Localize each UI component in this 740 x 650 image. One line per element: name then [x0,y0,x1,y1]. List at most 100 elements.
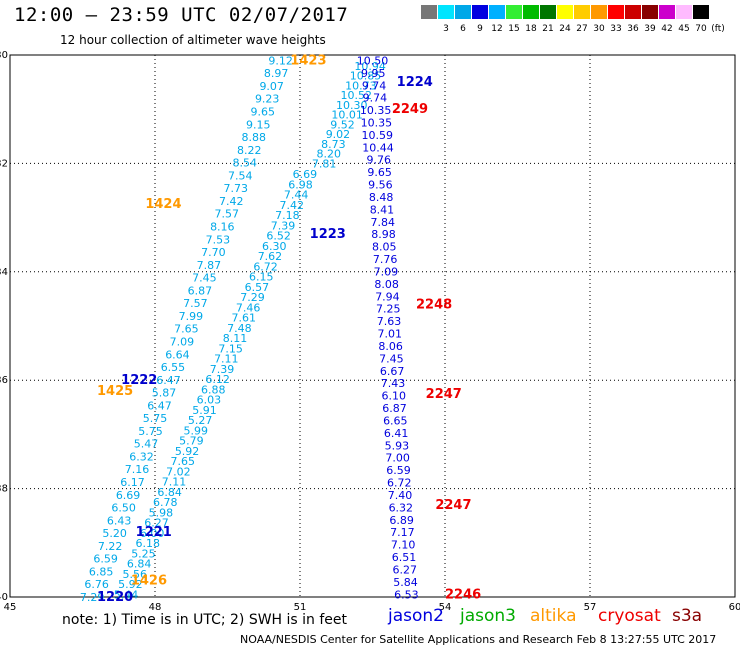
pass-time-label: 1220 [97,590,133,605]
colorbar-swatch [625,5,641,19]
colorbar-label: 6 [460,24,466,34]
lat-tick-label: -34 [0,267,8,278]
pass-time-label: 1222 [121,373,157,388]
colorbar-swatch [693,5,709,19]
wave-height-value: 6.52 [266,230,291,243]
wave-height-value: 8.08 [374,278,399,291]
pass-time-label: 1423 [290,53,326,68]
wave-height-value: 8.48 [369,191,394,204]
wave-height-value: 6.47 [156,374,181,387]
wave-height-value: 6.69 [293,168,318,181]
wave-height-value: 5.56 [122,568,147,581]
wave-height-value: 8.98 [371,228,396,241]
wave-height-value: 9.56 [368,179,393,192]
wave-height-value: 6.03 [197,394,222,407]
satellite-legend-item: jason3 [460,606,516,626]
wave-height-value: 6.69 [116,489,141,502]
wave-height-value: 6.27 [393,563,418,576]
wave-height-value: 5.44 [114,588,139,601]
wave-height-value: 6.32 [389,501,414,514]
wave-height-value: 6.30 [262,240,287,253]
wave-height-value: 7.39 [271,219,296,232]
wave-height-value: 10.50 [357,54,389,67]
wave-height-value: 5.91 [192,404,217,417]
wave-height-value: 6.85 [89,565,114,578]
wave-height-value: 8.11 [223,332,248,345]
wave-height-value: 7.44 [284,189,309,202]
wave-height-value: 8.06 [378,340,403,353]
lat-tick-label: -36 [0,375,8,386]
colorbar-swatch [557,5,573,19]
colorbar-label: 18 [525,24,537,34]
wave-height-value: 7.39 [210,363,235,376]
wave-height-value: 8.22 [237,144,262,157]
pass-time-label: 1425 [97,384,133,399]
colorbar-label: 27 [576,24,588,34]
wave-height-value: 9.02 [326,128,351,141]
colorbar-swatch [472,5,488,19]
colorbar-swatch [438,5,454,19]
colorbar-swatch [421,5,437,19]
wave-height-value: 6.43 [107,514,132,527]
colorbar-swatch [608,5,624,19]
credit-line: NOAA/NESDIS Center for Satellite Applica… [240,633,717,646]
colorbar-swatch [659,5,675,19]
wave-height-value: 7.42 [279,199,304,212]
satellite-legend-item: cryosat [598,606,661,626]
wave-height-value: 6.88 [201,383,226,396]
lon-tick-label: 45 [4,602,17,613]
map-subtitle: 12 hour collection of altimeter wave hei… [60,33,326,47]
wave-height-value: 5.47 [134,438,159,451]
wave-height-value: 7.63 [377,315,402,328]
map-title: 12:00 – 23:59 UTC 02/07/2017 [14,4,349,26]
wave-height-value: 7.84 [370,216,395,229]
pass-time-label: 1426 [131,574,167,589]
wave-height-value: 9.23 [255,93,280,106]
wave-height-value: 5.25 [131,547,156,560]
wave-height-value: 9.15 [246,118,271,131]
pass-time-label: 1221 [136,525,172,540]
wave-height-value: 5.92 [175,445,200,458]
wave-height-value: 7.45 [379,352,404,365]
wave-height-value: 5.99 [184,424,209,437]
pass-time-label: 1224 [397,75,433,90]
wave-height-value: 6.87 [382,402,407,415]
colorbar-label: 24 [559,24,571,34]
wave-height-value: 8.16 [210,221,235,234]
wave-height-value: 7.11 [162,476,187,489]
wave-height-value: 7.54 [228,169,253,182]
wave-height-value: 5.79 [179,435,204,448]
colorbar-swatch [642,5,658,19]
colorbar-label: 36 [627,24,639,34]
wave-height-value: 7.65 [170,455,195,468]
wave-height-value: 6.51 [392,551,417,564]
colorbar-swatch [574,5,590,19]
wave-height-value: 6.65 [383,414,408,427]
colorbar-swatch [591,5,607,19]
wave-height-value: 6.10 [381,390,406,403]
wave-height-value: 6.59 [93,553,118,566]
satellite-legend-item: jason2 [388,606,444,626]
wave-height-value: 6.27 [144,517,169,530]
wave-height-value: 7.61 [232,312,257,325]
wave-height-value: 8.05 [372,241,397,254]
wave-height-value: 9.52 [330,118,355,131]
colorbar-swatch [523,5,539,19]
wave-height-value: 5.75 [143,412,168,425]
pass-time-label: 2249 [392,102,428,117]
colorbar-label: 21 [542,24,554,34]
wave-height-value: 7.00 [385,452,410,465]
wave-height-value: 10.01 [331,109,363,122]
wave-height-value: 6.72 [387,477,412,490]
wave-height-value: 9.12 [268,54,293,67]
wave-height-value: 5.20 [102,527,127,540]
pass-time-label: 1424 [145,197,181,212]
lat-tick-label: -30 [0,50,8,61]
footer-note: note: 1) Time is in UTC; 2) SWH is in fe… [62,612,348,628]
wave-height-value: 6.00 [140,527,165,540]
wave-height-value: 7.57 [183,297,208,310]
wave-height-value: 5.75 [138,425,163,438]
wave-height-value: 6.84 [157,486,182,499]
